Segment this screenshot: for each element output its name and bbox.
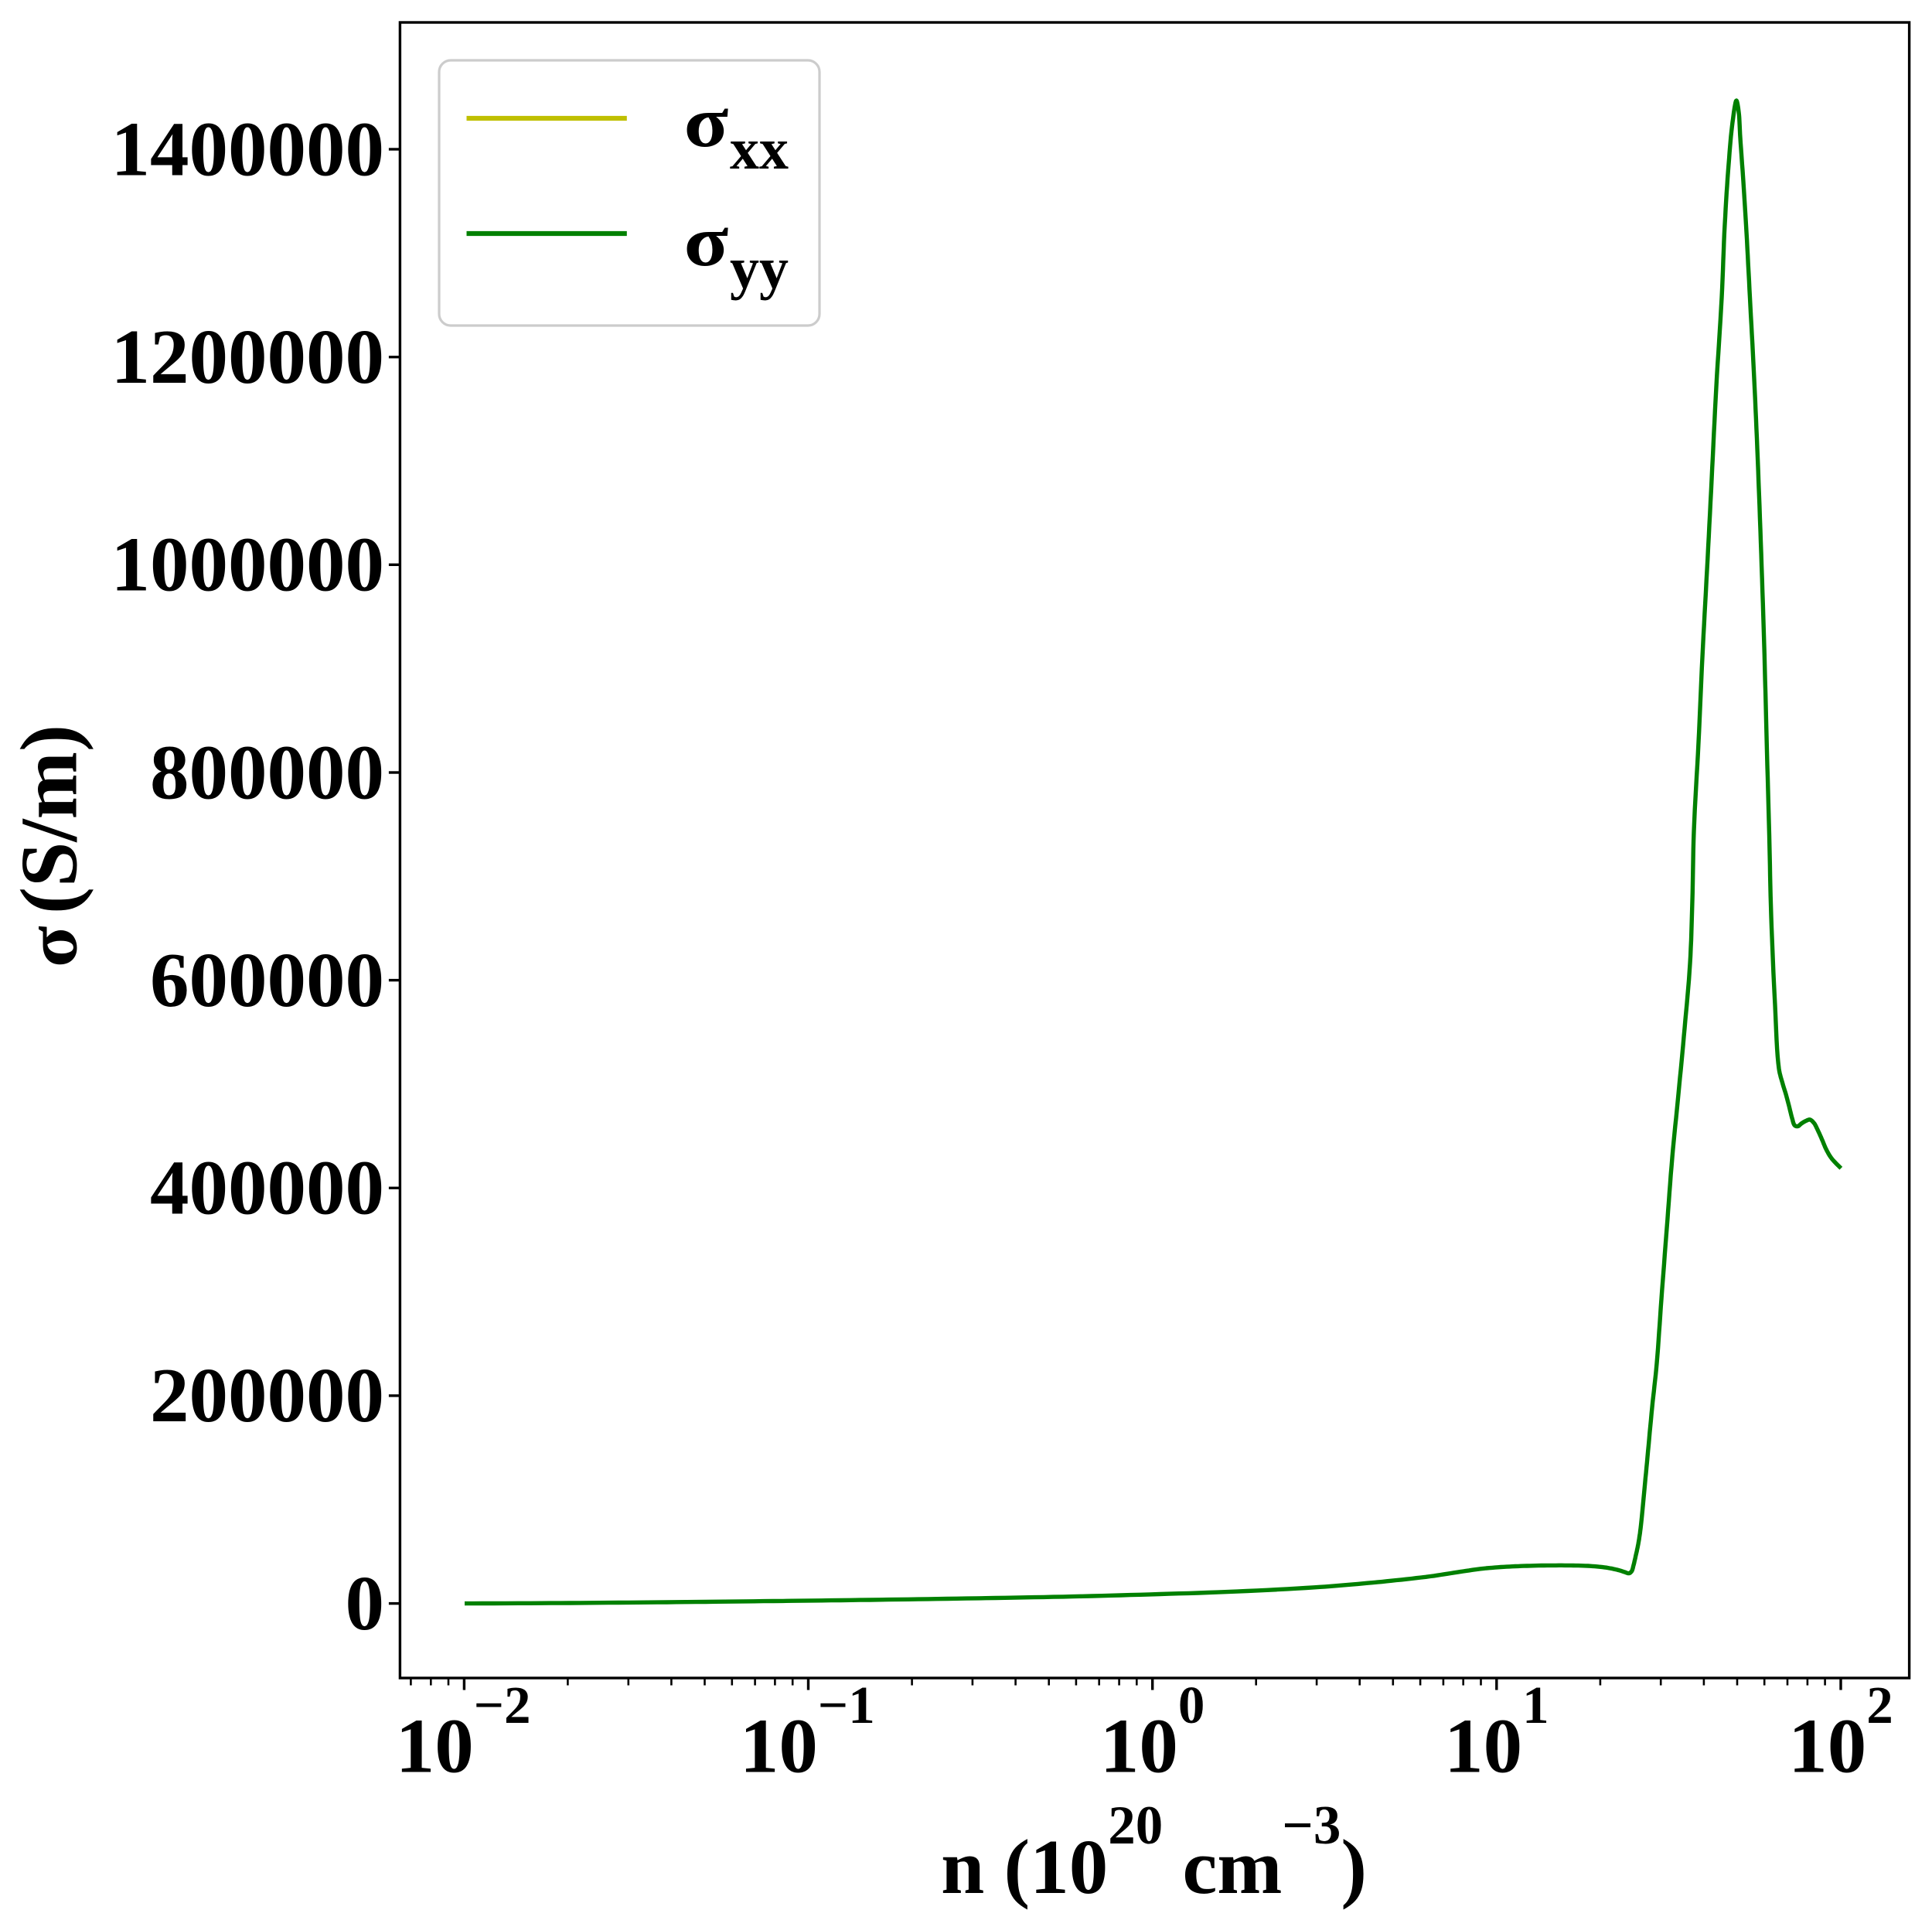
svg-text:σ: σ: [12, 926, 92, 967]
svg-text:1400000: 1400000: [111, 105, 385, 192]
svg-text:1000000: 1000000: [111, 521, 385, 608]
svg-text:yy: yy: [730, 236, 789, 301]
svg-text:200000: 200000: [150, 1352, 384, 1438]
svg-text:400000: 400000: [150, 1144, 384, 1231]
svg-text:0: 0: [346, 1560, 385, 1646]
svg-text:1200000: 1200000: [111, 313, 385, 400]
svg-text:σ: σ: [684, 82, 729, 162]
svg-text:σ: σ: [684, 201, 729, 281]
svg-text:800000: 800000: [150, 728, 384, 815]
svg-text:(S/m): (S/m): [4, 725, 94, 914]
svg-text:xx: xx: [730, 117, 789, 182]
svg-text:600000: 600000: [150, 936, 384, 1023]
